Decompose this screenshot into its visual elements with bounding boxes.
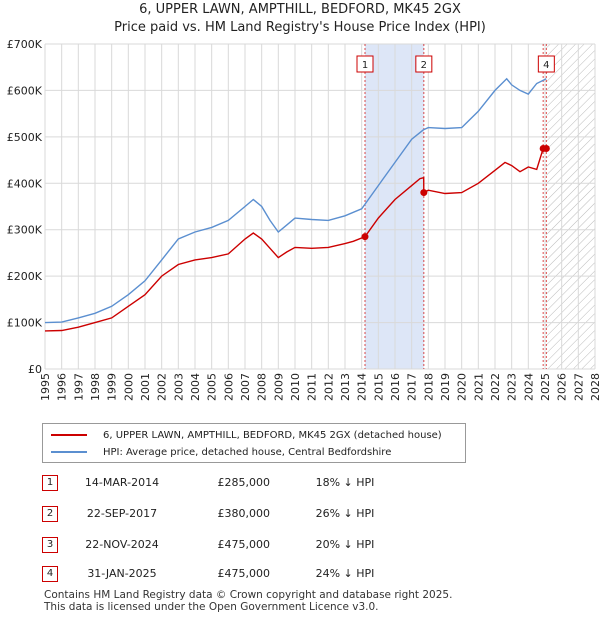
x-tick-label: 2008 <box>256 373 269 401</box>
y-tick-label: £600K <box>7 84 43 97</box>
legend-swatch-hpi <box>51 451 87 453</box>
sale-label-text: 4 <box>543 60 549 71</box>
x-tick-label: 2021 <box>472 373 485 401</box>
x-tick-label: 2007 <box>239 373 252 401</box>
property-price-line <box>44 147 547 332</box>
sale-hpi-diff: 20% ↓ HPI <box>315 538 375 551</box>
legend-item-property: 6, UPPER LAWN, AMPTHILL, BEDFORD, MK45 2… <box>51 428 442 442</box>
sale-date: 22-NOV-2024 <box>85 538 159 551</box>
x-tick-label: 1998 <box>89 373 102 401</box>
y-tick-label: £300K <box>7 224 43 237</box>
x-tick-label: 1999 <box>106 373 119 401</box>
sale-price: £380,000 <box>217 507 271 520</box>
table-row: 2 22-SEP-2017 £380,000 26% ↓ HPI <box>0 506 600 522</box>
x-tick-label: 2000 <box>122 373 135 401</box>
sale-label-text: 1 <box>362 60 368 71</box>
x-tick-label: 2016 <box>389 373 402 401</box>
sale-number: 2 <box>42 506 58 522</box>
sale-label-text: 2 <box>421 60 427 71</box>
x-tick-label: 2024 <box>522 373 535 401</box>
table-row: 1 14-MAR-2014 £285,000 18% ↓ HPI <box>0 475 600 491</box>
y-tick-label: £500K <box>7 131 43 144</box>
price-chart: 1 2 4 £0 £100K £200K £300K £400K £500K £600K £700K… <box>7 38 600 401</box>
legend: 6, UPPER LAWN, AMPTHILL, BEDFORD, MK45 2… <box>42 423 466 463</box>
x-tick-label: 2002 <box>156 373 169 401</box>
hpi-line <box>44 77 547 324</box>
x-tick-label: 1996 <box>56 373 69 401</box>
sale-number: 4 <box>42 566 58 582</box>
sale-number: 1 <box>42 475 58 491</box>
sale-label-box <box>537 55 555 73</box>
legend-label-property: 6, UPPER LAWN, AMPTHILL, BEDFORD, MK45 2… <box>103 429 442 441</box>
sale-price: £475,000 <box>217 567 271 580</box>
x-tick-label: 2028 <box>589 373 600 401</box>
footer-copyright: Contains HM Land Registry data © Crown c… <box>44 589 453 601</box>
x-tick-label: 2004 <box>189 373 202 401</box>
x-tick-label: 2027 <box>572 373 585 401</box>
x-tick-label: 2020 <box>456 373 469 401</box>
sale-date: 31-JAN-2025 <box>87 567 157 580</box>
table-row: 3 22-NOV-2024 £475,000 20% ↓ HPI <box>0 537 600 553</box>
x-tick-label: 1995 <box>39 373 52 401</box>
x-tick-label: 2022 <box>489 373 502 401</box>
x-tick-label: 2017 <box>406 373 419 401</box>
footer-licence: This data is licensed under the Open Gov… <box>44 601 379 613</box>
sale-point <box>542 144 550 152</box>
shaded-period <box>365 44 424 369</box>
sale-hpi-diff: 24% ↓ HPI <box>315 567 375 580</box>
x-tick-label: 2006 <box>222 373 235 401</box>
y-tick-label: £400K <box>7 177 43 190</box>
x-tick-label: 2010 <box>289 373 302 401</box>
legend-swatch-property <box>51 434 87 436</box>
x-tick-label: 2012 <box>322 373 335 401</box>
sale-price: £285,000 <box>217 476 271 489</box>
chart-title: 6, UPPER LAWN, AMPTHILL, BEDFORD, MK45 2… <box>139 2 461 17</box>
legend-item-hpi: HPI: Average price, detached house, Cent… <box>51 445 391 459</box>
sale-number: 3 <box>42 537 58 553</box>
x-tick-label: 2011 <box>306 373 319 401</box>
y-tick-label: £0 <box>28 363 42 376</box>
table-row: 4 31-JAN-2025 £475,000 24% ↓ HPI <box>0 566 600 582</box>
x-tick-label: 2013 <box>339 373 352 401</box>
sale-date: 22-SEP-2017 <box>86 507 158 520</box>
y-tick-label: £200K <box>7 270 43 283</box>
future-hatch <box>546 44 595 369</box>
x-tick-label: 2023 <box>506 373 519 401</box>
x-tick-label: 2003 <box>172 373 185 401</box>
sale-price: £475,000 <box>217 538 271 551</box>
x-tick-label: 2005 <box>206 373 219 401</box>
sale-date: 14-MAR-2014 <box>84 476 160 489</box>
sale-label-box <box>356 55 374 73</box>
sale-label-box <box>415 55 433 73</box>
y-tick-label: £100K <box>7 317 43 330</box>
sale-hpi-diff: 18% ↓ HPI <box>315 476 375 489</box>
x-tick-label: 1997 <box>72 373 85 401</box>
x-tick-label: 2018 <box>422 373 435 401</box>
x-tick-label: 2019 <box>439 373 452 401</box>
y-tick-label: £700K <box>7 38 43 51</box>
x-tick-label: 2014 <box>356 373 369 401</box>
sale-point <box>420 189 428 197</box>
sale-point <box>361 233 369 241</box>
x-tick-label: 2001 <box>139 373 152 401</box>
x-tick-label: 2015 <box>372 373 385 401</box>
legend-label-hpi: HPI: Average price, detached house, Cent… <box>103 446 392 458</box>
x-tick-label: 2009 <box>272 373 285 401</box>
sale-hpi-diff: 26% ↓ HPI <box>315 507 375 520</box>
x-tick-label: 2025 <box>539 373 552 401</box>
x-tick-label: 2026 <box>556 373 569 401</box>
chart-subtitle: Price paid vs. HM Land Registry's House … <box>114 20 486 35</box>
